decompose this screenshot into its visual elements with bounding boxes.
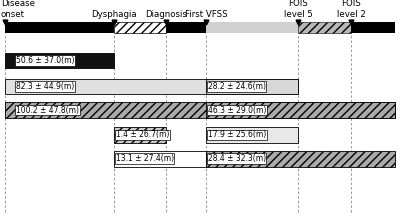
Bar xyxy=(166,22,206,33)
Bar xyxy=(5,102,395,118)
Text: level 2: level 2 xyxy=(337,10,366,19)
Text: 46.3 ± 29.0(m): 46.3 ± 29.0(m) xyxy=(208,106,266,115)
Bar xyxy=(114,22,166,33)
Text: 17.9 ± 25.6(m): 17.9 ± 25.6(m) xyxy=(208,130,266,140)
Bar xyxy=(206,151,395,167)
Bar xyxy=(206,79,298,94)
Text: 1.4 ± 26.7(m): 1.4 ± 26.7(m) xyxy=(116,130,169,140)
Text: 82.3 ± 44.9(m): 82.3 ± 44.9(m) xyxy=(16,82,74,91)
Text: 28.4 ± 32.3(m): 28.4 ± 32.3(m) xyxy=(208,154,266,163)
Text: level 5: level 5 xyxy=(284,10,312,19)
Text: Dysphagia: Dysphagia xyxy=(91,10,137,19)
Text: 13.1 ± 27.4(m): 13.1 ± 27.4(m) xyxy=(116,154,174,163)
Text: FOIS: FOIS xyxy=(341,0,361,8)
Bar xyxy=(5,79,298,94)
Text: Disease: Disease xyxy=(1,0,35,8)
Text: 100.2 ± 47.8(m): 100.2 ± 47.8(m) xyxy=(16,106,79,115)
Text: 50.6 ± 37.0(m): 50.6 ± 37.0(m) xyxy=(16,56,74,65)
Text: First VFSS: First VFSS xyxy=(185,10,227,19)
Bar xyxy=(298,22,351,33)
Bar xyxy=(5,53,114,68)
Bar xyxy=(114,151,206,167)
Text: FOIS: FOIS xyxy=(288,0,308,8)
Bar xyxy=(114,127,166,143)
Text: 28.2 ± 24.6(m): 28.2 ± 24.6(m) xyxy=(208,82,266,91)
Bar xyxy=(206,22,298,33)
Text: onset: onset xyxy=(1,10,25,19)
Bar xyxy=(206,102,395,118)
Text: Diagnosis: Diagnosis xyxy=(145,10,187,19)
Bar xyxy=(5,22,114,33)
Bar xyxy=(206,127,298,143)
Bar xyxy=(351,22,395,33)
